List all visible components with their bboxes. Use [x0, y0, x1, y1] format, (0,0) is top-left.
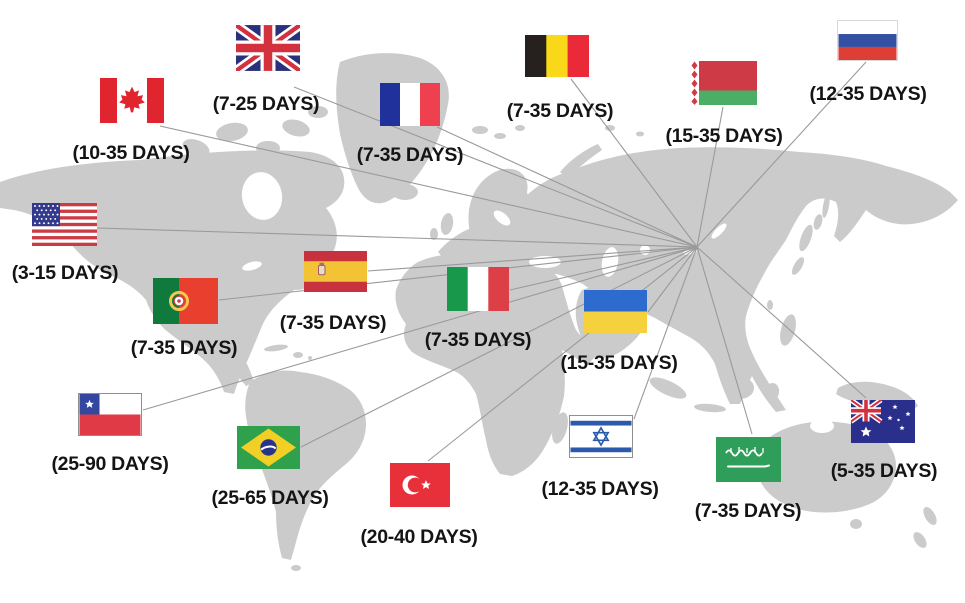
days-label-usa: (3-15 DAYS): [11, 262, 119, 284]
route-line-usa: [96, 227, 698, 248]
flag-ukraine: [584, 290, 647, 333]
flag-canada: [100, 78, 164, 123]
days-label-belgium: (7-35 DAYS): [506, 100, 614, 122]
flag-russia: [837, 20, 898, 61]
flag-saudi-arabia: [716, 437, 781, 482]
days-label-ukraine: (15-35 DAYS): [560, 352, 678, 374]
flag-chile: [78, 393, 142, 436]
continent-eurasia: [438, 147, 958, 412]
route-line-uk: [293, 86, 698, 248]
flag-belarus: [690, 61, 757, 105]
route-line-italy: [509, 246, 698, 291]
flag-turkey: [390, 463, 450, 507]
route-line-chile: [142, 246, 698, 411]
days-label-france: (7-35 DAYS): [356, 144, 464, 166]
greenland: [336, 53, 449, 204]
days-label-australia: (5-35 DAYS): [830, 460, 938, 482]
days-label-portugal: (7-35 DAYS): [130, 337, 238, 359]
days-label-israel: (12-35 DAYS): [541, 478, 659, 500]
days-label-russia: (12-35 DAYS): [809, 83, 927, 105]
route-lines: [96, 61, 867, 462]
days-label-brazil: (25-65 DAYS): [211, 487, 329, 509]
days-label-uk: (7-25 DAYS): [212, 93, 320, 115]
route-line-australia: [696, 246, 867, 399]
flag-spain: [304, 251, 367, 292]
flag-brazil: [237, 426, 300, 469]
days-label-italy: (7-35 DAYS): [424, 329, 532, 351]
route-line-saudi-arabia: [696, 246, 753, 435]
flag-belgium: [525, 35, 589, 77]
flag-portugal: [153, 278, 218, 324]
route-line-brazil: [300, 246, 698, 448]
flag-italy: [447, 267, 509, 311]
flag-israel: [569, 415, 633, 458]
days-label-belarus: (15-35 DAYS): [665, 125, 783, 147]
days-label-chile: (25-90 DAYS): [51, 453, 169, 475]
route-line-ukraine: [647, 246, 698, 313]
flag-australia: [851, 400, 915, 443]
days-label-spain: (7-35 DAYS): [279, 312, 387, 334]
flag-usa: [32, 203, 97, 246]
route-line-spain: [367, 246, 698, 272]
route-line-canada: [159, 125, 698, 248]
days-label-canada: (10-35 DAYS): [72, 142, 190, 164]
route-line-russia: [696, 61, 867, 248]
continent-africa: [395, 254, 596, 476]
route-line-israel: [633, 246, 698, 420]
route-line-belarus: [696, 106, 724, 248]
days-label-turkey: (20-40 DAYS): [360, 526, 478, 548]
continent-australia: [756, 421, 896, 513]
route-line-turkey: [427, 246, 698, 462]
route-line-france: [436, 126, 698, 248]
flag-france: [380, 83, 440, 126]
continent-south-america: [245, 370, 366, 560]
continents: [0, 53, 958, 571]
route-line-belgium: [570, 78, 698, 248]
flag-uk: [236, 25, 300, 71]
days-label-saudi-arabia: (7-35 DAYS): [694, 500, 802, 522]
